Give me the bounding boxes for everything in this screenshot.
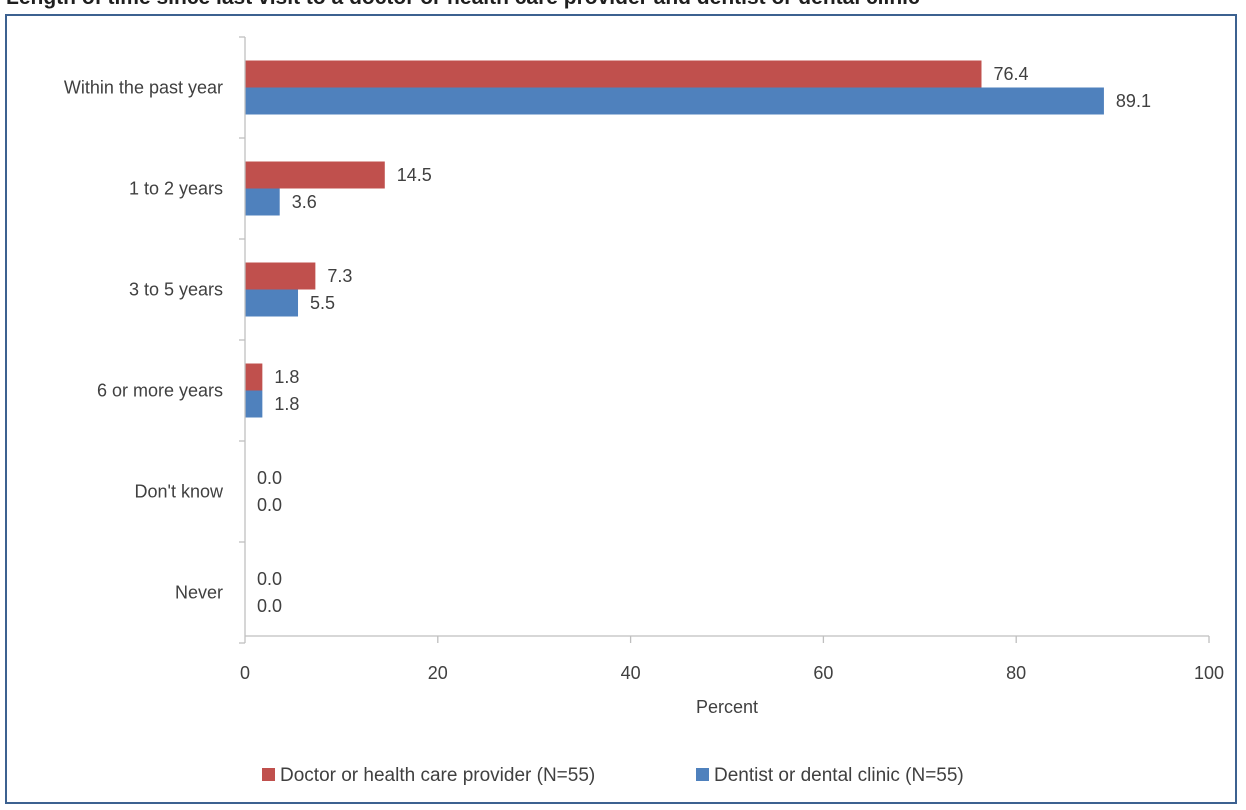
x-axis-title: Percent [696,697,758,717]
legend-swatch-doctor [262,768,275,781]
data-label: 0.0 [257,495,282,515]
x-tick-label: 0 [240,663,250,683]
legend-label-dentist: Dentist or dental clinic (N=55) [714,765,964,786]
data-label: 0.0 [257,596,282,616]
bar-doctor [245,262,316,290]
category-label: 1 to 2 years [129,179,223,199]
x-tick-label: 40 [621,663,641,683]
data-label: 0.0 [257,569,282,589]
bar-doctor [245,161,385,189]
legend-label-doctor: Doctor or health care provider (N=55) [280,765,595,786]
category-label: 6 or more years [97,381,223,401]
x-tick-label: 20 [428,663,448,683]
legend: Doctor or health care provider (N=55) De… [262,765,964,786]
x-tick-label: 100 [1194,663,1224,683]
category-label: Don't know [135,482,224,502]
bar-dentist [245,390,263,418]
category-label: Never [175,583,223,603]
data-label: 5.5 [310,293,335,313]
bar-dentist [245,87,1104,115]
data-label: 1.8 [274,394,299,414]
category-label: 3 to 5 years [129,280,223,300]
x-tick-label: 80 [1006,663,1026,683]
data-label: 89.1 [1116,91,1151,111]
data-label: 0.0 [257,468,282,488]
data-label: 1.8 [274,367,299,387]
data-label: 7.3 [327,266,352,286]
bar-dentist [245,188,280,216]
data-label: 14.5 [397,165,432,185]
legend-swatch-dentist [696,768,709,781]
chart-frame [5,14,1237,804]
bars-group: 76.4 89.1 14.5 3.6 7.3 5.5 1.8 1.8 0.0 0.0 0.0 0.0 [245,60,1151,616]
bar-dentist [245,289,299,317]
data-label: 3.6 [292,192,317,212]
bar-doctor [245,363,263,391]
bar-doctor [245,60,982,88]
category-label: Within the past year [64,78,223,98]
axes-group: Within the past year 1 to 2 years 3 to 5 y… [64,36,1224,683]
data-label: 76.4 [993,64,1028,84]
x-tick-label: 60 [813,663,833,683]
chart-title: Length of time since last visit to a doc… [6,0,920,10]
